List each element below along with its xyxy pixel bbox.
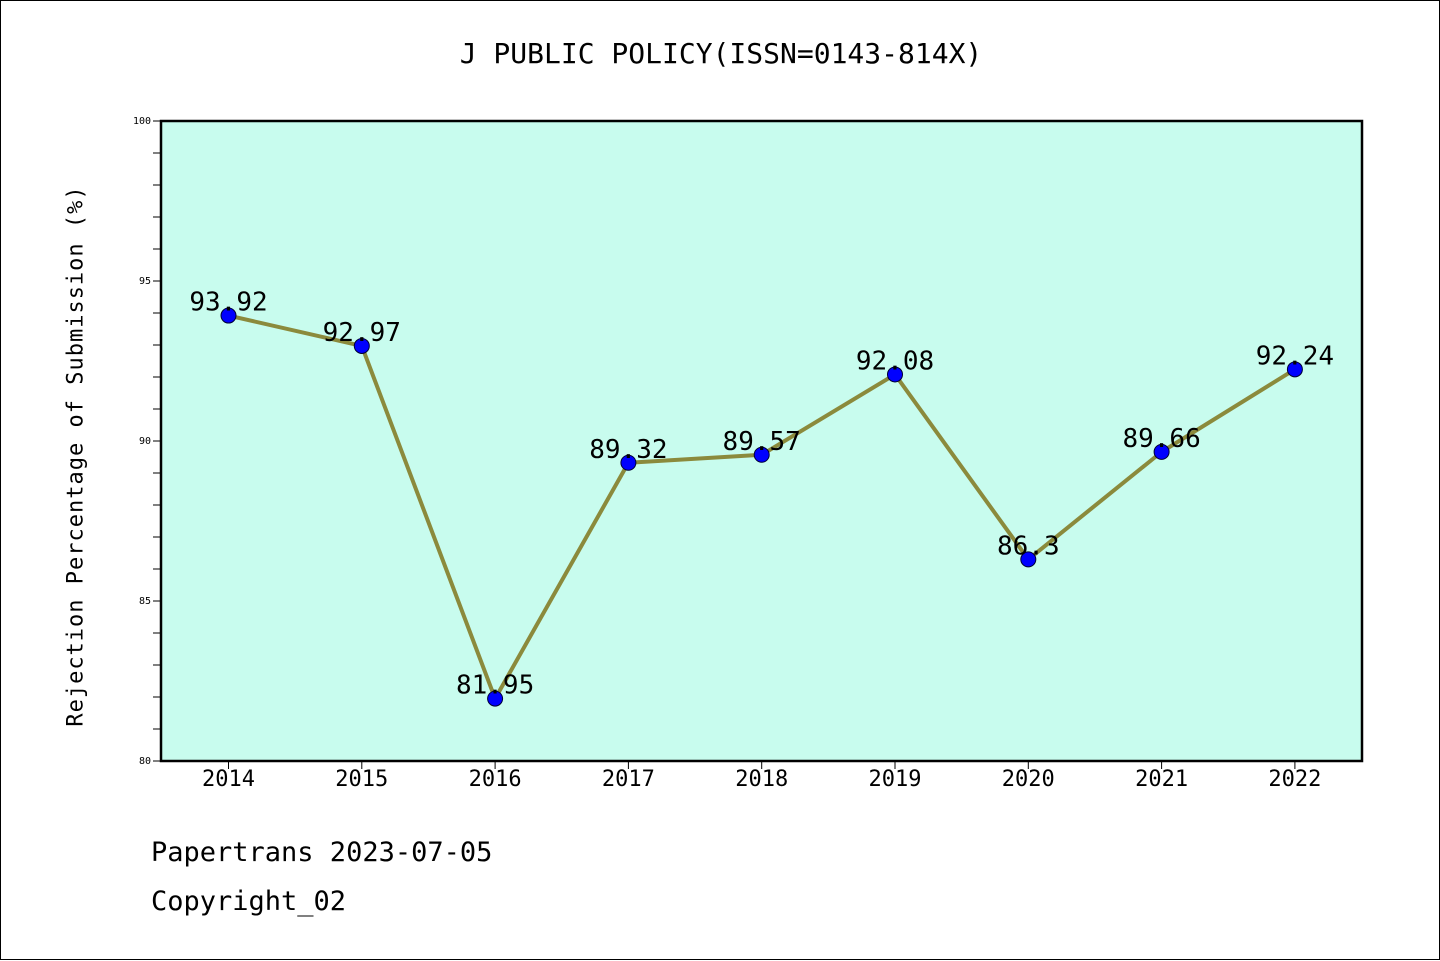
data-point <box>1020 551 1037 568</box>
data-label: 89.57 <box>723 427 801 457</box>
footer-date: Papertrans 2023-07-05 <box>151 837 493 868</box>
footer-copyright: Copyright_02 <box>151 886 347 917</box>
x-tick-label: 2019 <box>869 767 922 792</box>
x-tick-label: 2020 <box>1002 767 1055 792</box>
data-point <box>1286 361 1303 378</box>
data-point <box>887 366 903 383</box>
x-tick-label: 2016 <box>469 767 522 792</box>
data-label: 81.95 <box>456 671 534 701</box>
data-point <box>620 454 637 471</box>
y-tick-label: 85 <box>139 596 151 607</box>
data-label: 92.08 <box>856 346 934 376</box>
chart-title: J PUBLIC POLICY(ISSN=0143-814X) <box>459 37 983 70</box>
data-point <box>487 690 504 707</box>
data-point <box>353 337 370 354</box>
y-tick-label: 100 <box>133 116 151 127</box>
y-tick-label: 95 <box>139 276 151 287</box>
plot-frame <box>159 119 1364 763</box>
data-label: 92.24 <box>1256 341 1334 371</box>
x-tick-label: 2018 <box>735 767 788 792</box>
data-label: 93.92 <box>189 288 267 318</box>
x-tick-label: 2015 <box>335 767 388 792</box>
data-label: 89.32 <box>589 435 667 465</box>
data-label: 86.3 <box>997 531 1060 561</box>
plot-area <box>161 121 1362 761</box>
data-point <box>1153 443 1170 460</box>
x-tick-label: 2021 <box>1135 767 1188 792</box>
data-point <box>753 446 770 463</box>
x-tick-label: 2014 <box>202 767 255 792</box>
y-tick-label: 90 <box>139 436 151 447</box>
data-label: 89.66 <box>1122 424 1200 454</box>
x-tick-label: 2017 <box>602 767 655 792</box>
data-point <box>220 307 237 324</box>
data-label: 92.97 <box>323 318 401 348</box>
x-tick-label: 2022 <box>1268 767 1321 792</box>
y-tick-label: 80 <box>139 756 151 767</box>
